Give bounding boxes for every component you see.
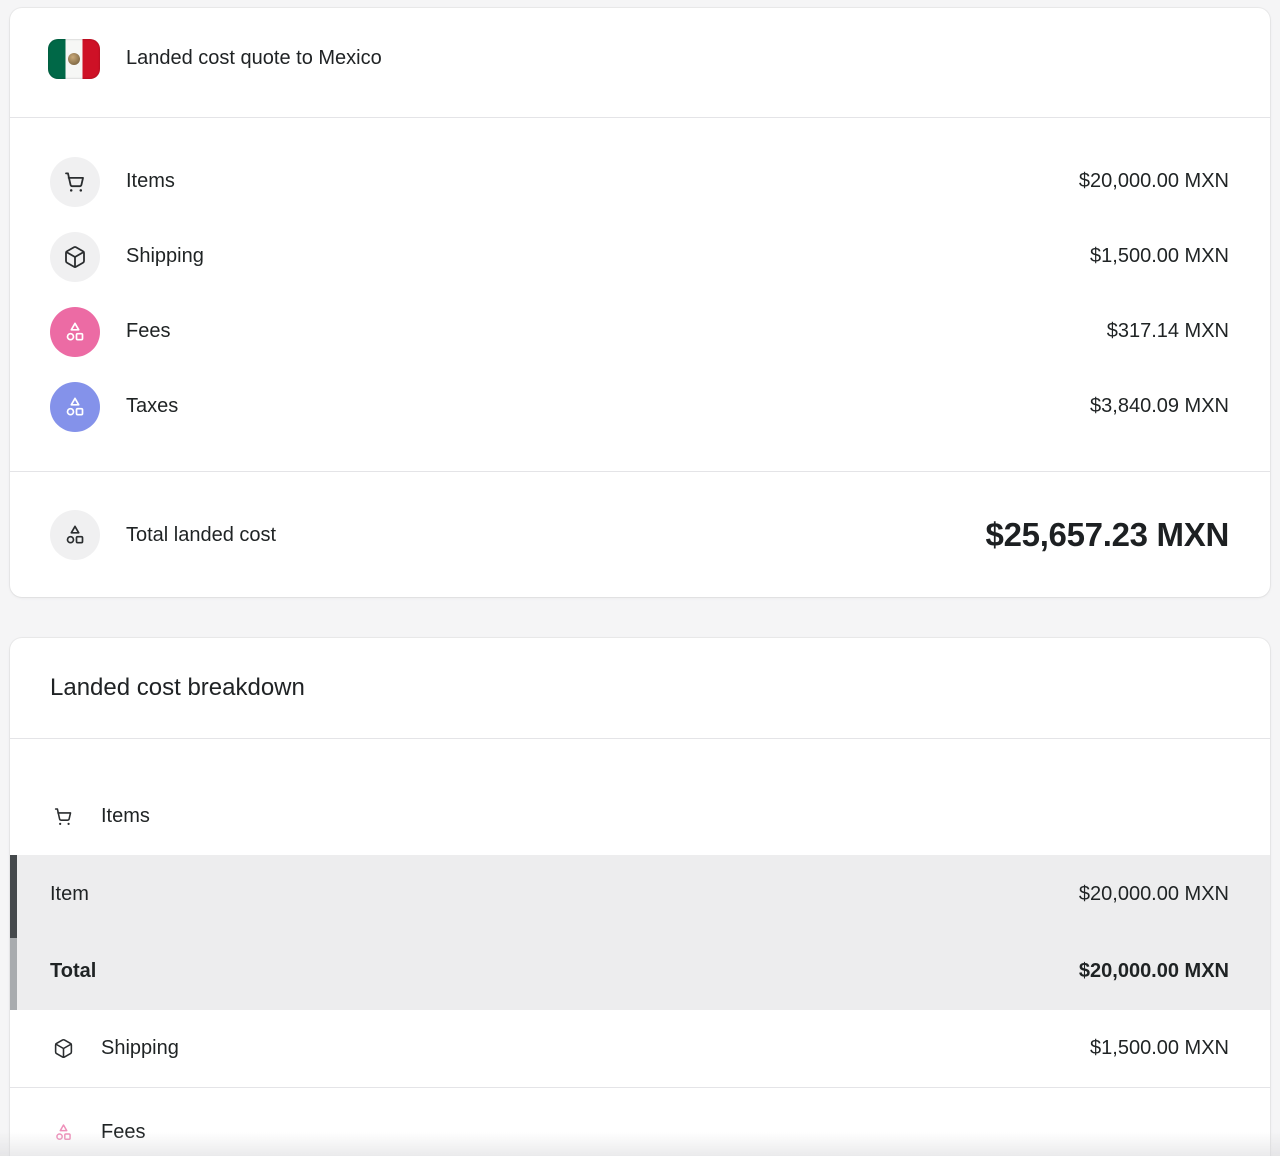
items-scrollbar-thumb[interactable] bbox=[10, 855, 17, 938]
quote-row-amount: $317.14 MXN bbox=[1106, 320, 1229, 342]
quote-row-label: Fees bbox=[126, 320, 171, 342]
breakdown-items-total-row: Total $20,000.00 MXN bbox=[10, 933, 1270, 1010]
cart-icon bbox=[50, 156, 100, 207]
breakdown-title: Landed cost breakdown bbox=[50, 674, 305, 701]
items-scrollbar-track[interactable] bbox=[10, 855, 17, 1010]
breakdown-fees-row: Fees bbox=[10, 1087, 1270, 1156]
total-landed-cost-row: Total landed cost $25,657.23 MXN bbox=[10, 471, 1270, 597]
landed-cost-breakdown-card: Landed cost breakdown Items Item $20,000… bbox=[10, 638, 1270, 1156]
fees-shapes-icon bbox=[50, 306, 100, 357]
quote-row-amount: $20,000.00 MXN bbox=[1078, 170, 1229, 192]
breakdown-shipping-row: Shipping $1,500.00 MXN bbox=[10, 1010, 1270, 1087]
package-icon bbox=[50, 231, 100, 282]
total-landed-cost-label: Total landed cost bbox=[126, 523, 277, 546]
total-shapes-icon bbox=[50, 510, 100, 560]
breakdown-item-amount: $20,000.00 MXN bbox=[1078, 882, 1229, 905]
breakdown-shipping-amount: $1,500.00 MXN bbox=[1090, 1037, 1229, 1059]
package-icon bbox=[53, 1038, 74, 1059]
quote-rows: Items $20,000.00 MXN Shipping $1,500.00 … bbox=[10, 117, 1270, 471]
quote-row-taxes: Taxes $3,840.09 MXN bbox=[10, 369, 1270, 444]
breakdown-items-section-label: Items bbox=[101, 804, 150, 827]
breakdown-items-section-header: Items bbox=[10, 738, 1270, 855]
breakdown-items-total-amount: $20,000.00 MXN bbox=[1078, 960, 1229, 982]
quote-row-amount: $1,500.00 MXN bbox=[1090, 245, 1229, 267]
quote-row-label: Taxes bbox=[126, 395, 179, 417]
taxes-shapes-icon bbox=[50, 381, 100, 432]
quote-row-shipping: Shipping $1,500.00 MXN bbox=[10, 219, 1270, 294]
quote-row-label: Items bbox=[126, 170, 175, 192]
fees-shapes-icon bbox=[53, 1122, 74, 1143]
quote-row-label: Shipping bbox=[126, 245, 204, 267]
breakdown-items-total-label: Total bbox=[50, 960, 97, 982]
breakdown-fees-label: Fees bbox=[101, 1121, 146, 1143]
items-detail-block: Item $20,000.00 MXN Total $20,000.00 MXN bbox=[10, 855, 1270, 1010]
quote-row-amount: $3,840.09 MXN bbox=[1090, 395, 1229, 417]
quote-row-fees: Fees $317.14 MXN bbox=[10, 294, 1270, 369]
quote-card-title: Landed cost quote to Mexico bbox=[126, 47, 382, 69]
mexico-flag-icon bbox=[48, 38, 100, 79]
breakdown-item-row: Item $20,000.00 MXN bbox=[10, 855, 1270, 933]
quote-card-header: Landed cost quote to Mexico bbox=[10, 8, 1270, 117]
total-landed-cost-amount: $25,657.23 MXN bbox=[985, 516, 1230, 553]
quote-row-items: Items $20,000.00 MXN bbox=[10, 144, 1270, 219]
breakdown-item-label: Item bbox=[50, 882, 89, 905]
landed-cost-quote-card: Landed cost quote to Mexico Items $20,00… bbox=[10, 8, 1270, 597]
mexico-flag-emblem bbox=[68, 52, 80, 65]
breakdown-shipping-label: Shipping bbox=[101, 1037, 179, 1059]
cart-icon bbox=[53, 806, 74, 827]
